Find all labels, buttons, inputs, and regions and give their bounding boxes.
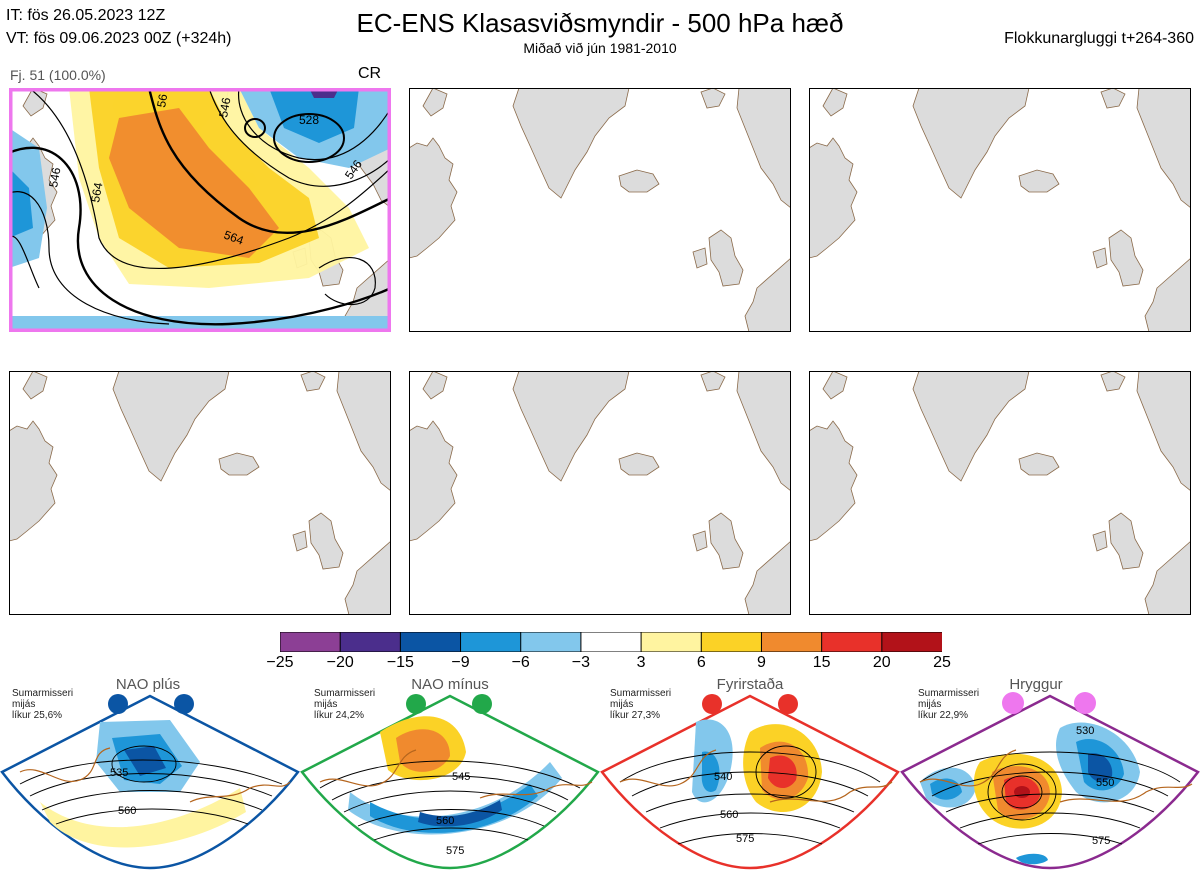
colorbar-tick-label: −6: [511, 654, 530, 671]
colorbar-swatch: [520, 631, 582, 653]
regime-marker-dot: [174, 694, 194, 714]
initial-time: IT: fös 26.05.2023 12Z: [6, 7, 166, 24]
regime-title: Fyrirstaða: [716, 676, 784, 693]
contour-label: 56: [154, 93, 170, 109]
regime-marker-dot: [1074, 692, 1096, 714]
cluster-member-label: Fj. 51 (100.0%): [10, 67, 106, 83]
regime-marker-dot: [472, 694, 492, 714]
colorbar-tick-label: −25: [266, 654, 294, 671]
colorbar-swatch: [881, 631, 944, 653]
colorbar-swatch: [760, 631, 823, 653]
regime-title: NAO plús: [115, 676, 181, 693]
colorbar-tick-label: 15: [812, 654, 831, 671]
regime-contour-label: 560: [436, 815, 454, 827]
regime-contour-label: 530: [1076, 725, 1094, 737]
colorbar-tick-label: −20: [326, 654, 354, 671]
colorbar-tick-label: 25: [933, 654, 951, 671]
colorbar-tick-label: −15: [386, 654, 414, 671]
regime-contour-label: 575: [446, 845, 464, 857]
page-subtitle: Miðað við jún 1981-2010: [523, 40, 677, 56]
contour-label: 546: [46, 166, 63, 188]
contour-label: 564: [88, 181, 105, 203]
header-info: IT: fös 26.05.2023 12Z VT: fös 09.06.202…: [6, 4, 231, 50]
contour-label: 528: [299, 113, 319, 127]
colorbar-tick-label: 6: [696, 654, 706, 671]
colorbar-tick-label: 20: [872, 654, 891, 671]
regime-marker-dot: [406, 694, 426, 714]
regime-note: Sumarmisseri mijás líkur 24,2%: [314, 688, 376, 721]
colorbar-tick-label: 9: [757, 654, 766, 671]
regime-map: 545 560 575: [300, 694, 600, 870]
regime-contour-label: 540: [714, 771, 732, 783]
regime-contour-label: 535: [110, 767, 128, 779]
cluster-map-5: [409, 371, 791, 615]
regime-panel-nao-plus: Sumarmisseri mijás líkur 25,6% NAO plús …: [0, 672, 300, 872]
page-title: EC-ENS Klasasviðsmyndir - 500 hPa hæð: [356, 8, 844, 38]
regime-map: 530 550 575: [900, 694, 1200, 870]
regime-panel-ridge: Sumarmisseri mijás líkur 22,9% Hryggur 5…: [900, 672, 1200, 872]
cluster-map-4: [9, 371, 391, 615]
cluster-map-6: [809, 371, 1191, 615]
regime-contour-label: 575: [1092, 835, 1110, 847]
colorbar-swatch: [700, 631, 763, 653]
cluster-regime-label: CR: [358, 65, 382, 82]
regime-contour-label: 550: [1096, 777, 1114, 789]
regime-map: 535 560: [0, 694, 300, 870]
colorbar-ticks: −25 −20 −15 −9 −6 −3 3 6 9 15 20 25: [260, 654, 962, 674]
colorbar-tick-label: 3: [636, 654, 646, 671]
valid-time: VT: fös 09.06.2023 00Z (+324h): [6, 30, 232, 47]
regime-marker-dot: [108, 694, 128, 714]
regime-contour-label: 575: [736, 833, 754, 845]
regime-map: 540 560 575: [600, 694, 900, 870]
regime-title: NAO mínus: [411, 676, 489, 693]
colorbar-tick-label: −9: [451, 654, 470, 671]
regime-marker-dot: [778, 694, 798, 714]
regime-note: Sumarmisseri mijás líkur 25,6%: [12, 688, 74, 721]
colorbar-swatches: [279, 631, 944, 653]
colorbar-swatch: [399, 631, 462, 653]
regime-marker-dot: [1002, 692, 1024, 714]
regime-panel-nao-minus: Sumarmisseri mijás líkur 24,2% NAO mínus…: [300, 672, 600, 872]
regime-contour-label: 560: [720, 809, 738, 821]
colorbar-swatch: [821, 631, 883, 653]
colorbar-swatch: [460, 631, 522, 653]
colorbar-tick-label: −3: [571, 654, 591, 671]
regime-note: Sumarmisseri mijás líkur 22,9%: [918, 688, 980, 721]
regime-contour-label: 560: [118, 805, 136, 817]
colorbar: [279, 631, 944, 653]
regime-title: Hryggur: [1009, 676, 1063, 693]
colorbar-swatch: [279, 631, 342, 653]
contour-label: 546: [216, 96, 233, 118]
regime-panel-blocking: Sumarmisseri mijás líkur 27,3% Fyrirstað…: [600, 672, 900, 872]
colorbar-swatch: [339, 631, 402, 653]
contour-label: 564: [222, 228, 246, 248]
cluster-map-1: 564 564 546 546 528 546 56: [9, 88, 391, 332]
colorbar-swatch: [640, 631, 703, 653]
regime-note: Sumarmisseri mijás líkur 27,3%: [610, 688, 672, 721]
regime-marker-dot: [702, 694, 722, 714]
cluster-map-2: [409, 88, 791, 332]
cluster-map-3: [809, 88, 1191, 332]
classification-window: Flokkunargluggi t+264-360: [1004, 30, 1194, 47]
regime-contour-label: 545: [452, 771, 470, 783]
colorbar-swatch: [580, 631, 643, 653]
